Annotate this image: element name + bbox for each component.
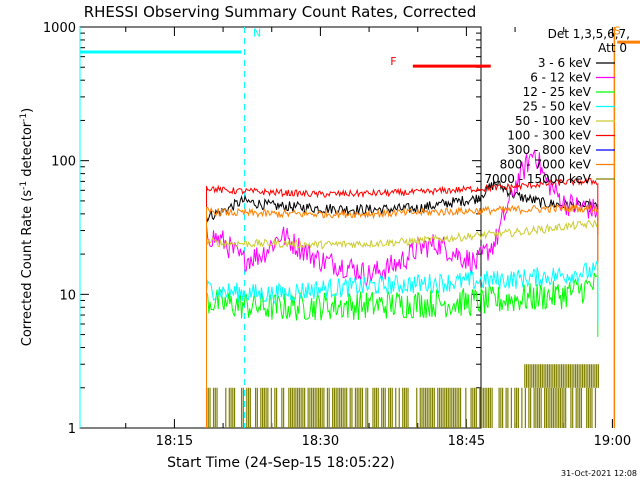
series-line bbox=[206, 179, 599, 428]
y-axis-label-sup: -1 bbox=[19, 181, 29, 190]
series-line bbox=[206, 219, 599, 428]
legend-label: 7000 - 15000 keV bbox=[484, 172, 591, 186]
x-tick-label: 18:15 bbox=[156, 434, 193, 449]
y-axis-label-sup: -1 bbox=[19, 113, 29, 122]
plot-area: 110100100018:1518:3018:4519:0019:1519:30… bbox=[43, 21, 640, 449]
y-axis-label: Corrected Count Rate (s-1 detector-1) bbox=[19, 108, 35, 346]
y-axis-label-part: Corrected Count Rate (s bbox=[20, 190, 35, 347]
x-tick-label: 19:00 bbox=[594, 434, 631, 449]
x-tick-label: 18:30 bbox=[302, 434, 339, 449]
series-line bbox=[206, 148, 599, 428]
legend-label: 50 - 100 keV bbox=[515, 114, 592, 128]
legend-subtitle: Att 0 bbox=[598, 41, 627, 55]
legend-label: 12 - 25 keV bbox=[523, 85, 592, 99]
series-line bbox=[206, 272, 599, 428]
legend-label: 800 - 7000 keV bbox=[500, 158, 592, 172]
series-line bbox=[206, 203, 599, 428]
annotation-label: S bbox=[614, 24, 621, 37]
y-axis-label-part: detector bbox=[20, 121, 35, 181]
legend-label: 100 - 300 keV bbox=[507, 129, 591, 143]
x-axis-label: Start Time (24-Sep-15 18:05:22) bbox=[167, 455, 395, 471]
x-tick-label: 18:45 bbox=[448, 434, 485, 449]
y-axis-label-part: ) bbox=[20, 108, 35, 113]
legend-title: Det 1,3,5,6,7, bbox=[548, 27, 630, 41]
y-tick-label: 10 bbox=[59, 288, 76, 303]
series-line bbox=[206, 261, 599, 428]
legend-label: 3 - 6 keV bbox=[538, 56, 592, 70]
legend-label: 6 - 12 keV bbox=[530, 71, 592, 85]
annotation-label: N bbox=[253, 26, 261, 39]
y-tick-label: 1 bbox=[68, 422, 76, 437]
chart-title: RHESSI Observing Summary Count Rates, Co… bbox=[84, 3, 477, 21]
y-tick-label: 100 bbox=[51, 155, 76, 170]
legend-label: 25 - 50 keV bbox=[523, 100, 592, 114]
annotation-label: F bbox=[390, 55, 396, 68]
y-tick-label: 1000 bbox=[43, 21, 76, 36]
legend-label: 300 - 800 keV bbox=[507, 143, 591, 157]
timestamp-label: 31-Oct-2021 12:08 bbox=[561, 469, 637, 478]
series-line bbox=[206, 177, 599, 428]
